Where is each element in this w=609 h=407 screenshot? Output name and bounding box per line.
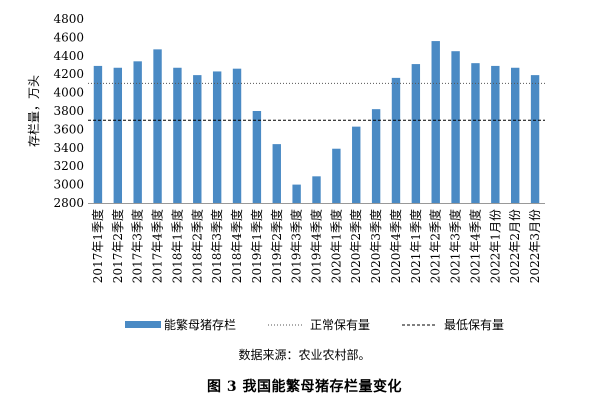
x-tick-label: 2017年1季度 xyxy=(90,209,105,283)
bar xyxy=(530,75,540,203)
x-tick-label: 2017年2季度 xyxy=(110,209,125,283)
x-tick-label: 2020年1季度 xyxy=(328,209,343,283)
reference-lines xyxy=(88,82,545,121)
x-tick-label: 2022年1月份 xyxy=(488,209,502,283)
y-tick-label: 3000 xyxy=(53,178,84,192)
x-tick-label: 2018年3季度 xyxy=(209,209,224,283)
x-tick-label: 2019年4季度 xyxy=(309,209,324,283)
bar xyxy=(93,65,103,203)
x-tick-label: 2020年3季度 xyxy=(368,209,383,283)
bar xyxy=(193,75,202,203)
data-source-note: 数据来源：农业农村部。 xyxy=(238,348,371,362)
legend-label-normal-level: 正常保有量 xyxy=(310,318,370,332)
x-tick-label: 2017年3季度 xyxy=(130,209,145,283)
x-tick-label: 2018年1季度 xyxy=(169,209,184,283)
bar xyxy=(451,51,460,204)
y-tick-label: 4200 xyxy=(53,67,84,81)
bar xyxy=(491,65,500,203)
bar xyxy=(212,71,222,203)
x-tick-label: 2018年4季度 xyxy=(229,209,244,283)
bar xyxy=(113,67,123,203)
y-tick-label: 4800 xyxy=(53,12,84,26)
bar xyxy=(232,68,242,204)
bar xyxy=(272,144,281,203)
bar xyxy=(411,64,421,203)
y-tick-label: 3600 xyxy=(53,122,84,136)
y-tick-label: 3400 xyxy=(53,141,84,155)
figure-caption: 图 3 我国能繁母猪存栏量变化 xyxy=(207,379,402,395)
y-tick-label: 4600 xyxy=(53,30,84,44)
x-tick-label: 2019年2季度 xyxy=(269,209,284,283)
bar xyxy=(371,109,381,203)
legend-label-minimum-level: 最低保有量 xyxy=(444,318,504,332)
bar xyxy=(510,67,520,203)
bar xyxy=(431,41,440,203)
x-tick-label: 2021年1季度 xyxy=(408,209,423,283)
bar xyxy=(252,111,262,203)
legend: 能繁母猪存栏 正常保有量 最低保有量 xyxy=(125,317,504,332)
y-tick-label: 2800 xyxy=(53,196,84,210)
bar xyxy=(312,176,321,203)
y-axis-label: 存栏量，万头 xyxy=(26,75,41,147)
x-tick-label: 2017年4季度 xyxy=(150,209,165,283)
bar xyxy=(332,148,341,203)
x-tick-label: 2021年3季度 xyxy=(448,209,463,283)
y-axis: 2800 3000 3200 3400 3600 3800 4000 4200 4400 4600… xyxy=(53,12,84,210)
x-tick-label: 2021年4季度 xyxy=(467,209,482,283)
bars xyxy=(93,41,540,204)
y-tick-label: 4000 xyxy=(53,86,84,100)
bar xyxy=(133,61,142,203)
bar xyxy=(173,67,182,203)
x-tick-label: 2022年2月份 xyxy=(508,209,522,283)
x-tick-label: 2019年1季度 xyxy=(249,209,264,283)
bar xyxy=(153,49,162,203)
legend-label-breeding-sows: 能繁母猪存栏 xyxy=(164,317,236,332)
y-tick-label: 3800 xyxy=(53,104,84,118)
x-tick-label: 2020年2季度 xyxy=(348,209,363,283)
x-tick-label: 2019年3季度 xyxy=(289,209,304,283)
bar xyxy=(471,63,480,203)
bar xyxy=(352,126,361,203)
bar xyxy=(391,77,401,203)
x-tick-label: 2018年2季度 xyxy=(189,209,204,283)
x-tick-label: 2021年2季度 xyxy=(428,209,443,283)
legend-swatch-breeding-sows xyxy=(125,321,161,328)
y-tick-label: 4400 xyxy=(53,49,84,63)
x-tick-label: 2020年4季度 xyxy=(388,209,403,283)
bar xyxy=(292,184,301,203)
x-axis: 2017年1季度 2017年2季度 2017年3季度 2017年4季度 2018年1季度… xyxy=(88,203,545,283)
y-tick-label: 3200 xyxy=(53,159,84,173)
x-tick-label: 2022年3月份 xyxy=(528,209,542,283)
